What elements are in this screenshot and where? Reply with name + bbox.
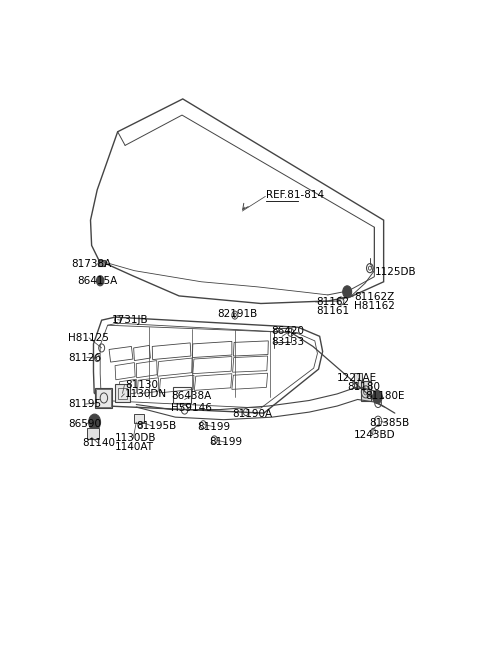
Text: 81162: 81162 [317,297,350,308]
Text: 81180E: 81180E [365,391,405,401]
Text: 81199: 81199 [209,438,242,447]
Bar [87,428,99,440]
Bar [134,414,144,423]
Text: 1140AT: 1140AT [115,442,154,452]
Bar [360,380,371,401]
Text: H81162: H81162 [354,301,395,311]
Bar [354,373,362,388]
Text: 1130DN: 1130DN [125,389,167,399]
Text: 81738A: 81738A [71,259,111,269]
Text: 81385B: 81385B [369,419,409,428]
Text: H81125: H81125 [68,333,109,343]
Bar [96,388,112,408]
Text: 81130: 81130 [125,380,158,390]
Text: 86415A: 86415A [77,276,118,286]
Text: 81162Z: 81162Z [354,293,394,302]
Bar [96,390,110,407]
Bar [118,388,127,399]
Text: 86420: 86420 [271,326,304,337]
Text: 81190A: 81190A [232,409,272,419]
Bar [274,328,290,342]
Bar [115,384,130,402]
Circle shape [343,286,352,298]
Circle shape [372,390,382,403]
Text: 81180: 81180 [348,382,381,392]
Text: 81140: 81140 [83,438,115,449]
Text: 1130DB: 1130DB [115,434,156,443]
Text: 81195: 81195 [68,399,101,409]
Text: H59146: H59146 [171,403,212,413]
Text: 81195B: 81195B [136,421,177,431]
Text: 1221AE: 1221AE [337,373,377,382]
Text: 81161: 81161 [317,306,350,316]
Circle shape [89,414,100,430]
Text: 81126: 81126 [68,352,101,363]
Text: 86438A: 86438A [171,391,211,401]
Text: 83133: 83133 [271,337,304,348]
Circle shape [98,278,102,283]
Text: 1731JB: 1731JB [111,315,148,325]
Text: 1125DB: 1125DB [374,267,416,277]
Text: 86590: 86590 [68,419,101,429]
Bar [98,260,105,266]
Bar [173,387,192,403]
Text: 82191B: 82191B [218,308,258,319]
Circle shape [96,276,104,286]
Text: 81199: 81199 [197,422,230,432]
Text: REF.81-814: REF.81-814 [266,190,324,200]
Text: 1243BD: 1243BD [354,430,396,440]
